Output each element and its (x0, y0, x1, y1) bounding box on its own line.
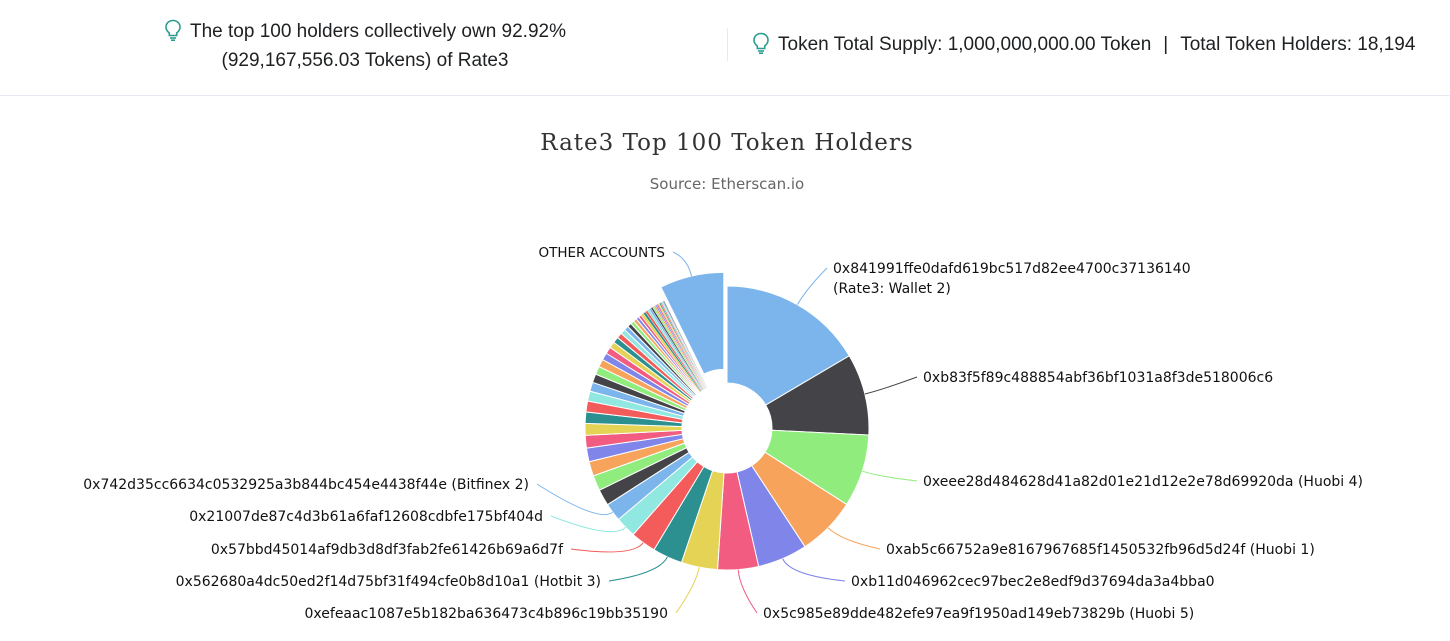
supply-summary: Token Total Supply: 1,000,000,000.00 Tok… (752, 30, 1415, 59)
connector-line (827, 527, 881, 550)
label-note-0x841991ffe0dafd619bc517d82ee4700c371361: (Rate3: Wallet 2) (833, 281, 951, 297)
connector-line (737, 569, 758, 614)
connector-line (864, 376, 918, 395)
label-0x562680a4dc50ed2f14d75bf31f494cfe0b8d10: 0x562680a4dc50ed2f14d75bf31f494cfe0b8d10… (176, 574, 601, 590)
pie-slice-0x841991ffe0dafd619bc517d82ee4700c371361[interactable] (726, 285, 850, 406)
label-0x841991ffe0dafd619bc517d82ee4700c371361: 0x841991ffe0dafd619bc517d82ee4700c371361… (833, 261, 1191, 277)
label-0x57bbd45014af9db3d8df3fab2fe61426b69a6d: 0x57bbd45014af9db3d8df3fab2fe61426b69a6d… (211, 542, 564, 558)
chart-title: Rate3 Top 100 Token Holders (540, 130, 913, 156)
total-holders: Total Token Holders: 18,194 (1180, 34, 1416, 55)
connector-line (608, 556, 668, 582)
summary-separator: | (1163, 34, 1169, 55)
label-0xab5c66752a9e8167967685f1450532fb96d5d2: 0xab5c66752a9e8167967685f1450532fb96d5d2… (886, 542, 1315, 558)
pie-slice-other-accounts[interactable] (660, 271, 725, 375)
summary-bar: The top 100 holders collectively own 92.… (0, 0, 1450, 96)
connector-line (536, 483, 613, 516)
chart-subtitle: Source: Etherscan.io (650, 175, 804, 193)
lightbulb-icon (753, 32, 769, 54)
top-holders-line2: (929,167,556.03 Tokens) of Rate3 (221, 50, 509, 71)
pie-slice-holder-52[interactable] (663, 300, 708, 389)
pie-slices (584, 271, 870, 571)
label-0x21007de87c4d3b61a6faf12608cdbfe175bf40: 0x21007de87c4d3b61a6faf12608cdbfe175bf40… (189, 509, 543, 525)
token-holders-pie-chart: Rate3 Top 100 Token Holders Source: Ethe… (83, 130, 1363, 622)
label-0xefeaac1087e5b182ba636473c4b896c19bb351: 0xefeaac1087e5b182ba636473c4b896c19bb351… (305, 606, 668, 622)
top-holders-summary: The top 100 holders collectively own 92.… (150, 17, 580, 75)
connector-line (672, 251, 693, 277)
connector-line (570, 542, 644, 553)
connector-line (796, 267, 828, 305)
slice-labels: 0x841991ffe0dafd619bc517d82ee4700c371361… (83, 245, 1363, 622)
label-connectors (536, 251, 918, 614)
label-0xb83f5f89c488854abf36bf1031a8f3de518006: 0xb83f5f89c488854abf36bf1031a8f3de518006… (923, 370, 1273, 386)
total-supply: Token Total Supply: 1,000,000,000.00 Tok… (778, 34, 1152, 55)
top-holders-line1: The top 100 holders collectively own 92.… (189, 21, 566, 42)
connector-line (862, 470, 918, 482)
lightbulb-icon (165, 19, 181, 41)
label-0xb11d046962cec97bec2e8edf9d37694da3a4bb: 0xb11d046962cec97bec2e8edf9d37694da3a4bb… (851, 574, 1215, 590)
connector-line (782, 558, 846, 582)
connector-line (675, 567, 700, 614)
label-0x5c985e89dde482efe97ea9f1950ad149eb7382: 0x5c985e89dde482efe97ea9f1950ad149eb7382… (763, 606, 1194, 622)
label-other-accounts: OTHER ACCOUNTS (539, 245, 666, 261)
connector-line (550, 515, 626, 533)
label-0xeee28d484628d41a82d01e21d12e2e78d69920: 0xeee28d484628d41a82d01e21d12e2e78d69920… (923, 474, 1363, 490)
label-0x742d35cc6634c0532925a3b844bc454e4438f4: 0x742d35cc6634c0532925a3b844bc454e4438f4… (83, 477, 529, 493)
summary-divider (727, 28, 728, 61)
